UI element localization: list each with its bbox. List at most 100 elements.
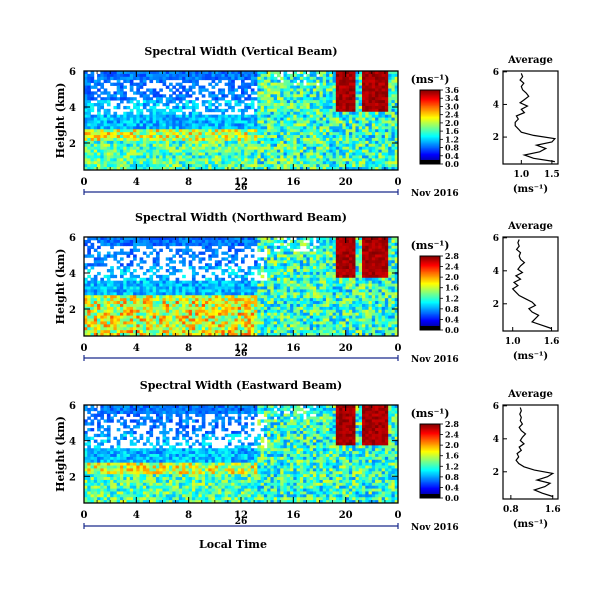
- heatmap-cell: [165, 315, 170, 319]
- heatmap-cell: [352, 73, 356, 78]
- heatmap-cell: [110, 269, 114, 273]
- heatmap-cell: [335, 123, 340, 127]
- heatmap-cell: [84, 324, 88, 328]
- heatmap-cell: [162, 129, 167, 133]
- heatmap-cell: [126, 135, 131, 139]
- heatmap-cell: [273, 143, 278, 148]
- heatmap-cell: [345, 132, 350, 136]
- heatmap-cell: [152, 137, 157, 142]
- heatmap-cell: [237, 242, 242, 247]
- heatmap-cell: [306, 167, 311, 171]
- heatmap-cell: [146, 283, 150, 287]
- heatmap-cell: [205, 298, 209, 302]
- heatmap-cell: [106, 161, 111, 165]
- heatmap-cell: [126, 315, 131, 319]
- heatmap-cell: [162, 71, 167, 75]
- heatmap-cell: [329, 123, 333, 127]
- heatmap-cell: [103, 333, 108, 337]
- heatmap-cell: [93, 146, 98, 151]
- heatmap-cell: [175, 103, 180, 107]
- colorbar-segment: [420, 118, 440, 120]
- heatmap-cell: [155, 292, 160, 296]
- heatmap-cell: [139, 164, 144, 168]
- heatmap-cell: [139, 123, 144, 127]
- heatmap-cell: [257, 76, 262, 81]
- heatmap-cell: [100, 260, 105, 264]
- heatmap-cell: [169, 257, 173, 261]
- heatmap-cell: [290, 108, 294, 113]
- heatmap-cell: [152, 167, 157, 171]
- heatmap-cell: [155, 309, 160, 314]
- heatmap-cell: [100, 242, 105, 247]
- heatmap-cell: [293, 330, 297, 334]
- heatmap-cell: [326, 158, 330, 162]
- heatmap-cell: [149, 91, 154, 95]
- heatmap-cell: [155, 149, 160, 153]
- heatmap-cell: [348, 73, 353, 78]
- heatmap-cell: [388, 103, 392, 107]
- heatmap-cell: [368, 73, 373, 78]
- heatmap-cell: [106, 321, 111, 325]
- heatmap-cell: [178, 82, 183, 86]
- heatmap-cell: [188, 289, 193, 293]
- heatmap-cell: [234, 254, 239, 258]
- heatmap-cell: [87, 245, 91, 250]
- heatmap-cell: [188, 330, 193, 334]
- heatmap-cell: [326, 161, 330, 165]
- heatmap-cell: [126, 330, 131, 334]
- heatmap-cell: [303, 94, 307, 98]
- heatmap-cell: [241, 280, 245, 284]
- heatmap-cell: [273, 71, 278, 75]
- heatmap-cell: [244, 152, 248, 156]
- heatmap-cell: [188, 149, 193, 153]
- heatmap-cell: [391, 155, 396, 159]
- heatmap-cell: [293, 71, 297, 75]
- heatmap-cell: [335, 120, 340, 124]
- heatmap-cell: [208, 143, 212, 148]
- heatmap-cell: [345, 108, 350, 113]
- heatmap-cell: [339, 146, 343, 151]
- heatmap-cell: [218, 146, 222, 151]
- heatmap-cell: [142, 146, 147, 151]
- heatmap-cell: [221, 135, 226, 139]
- heatmap-cell: [136, 88, 140, 92]
- heatmap-cell: [182, 111, 186, 116]
- heatmap-cell: [267, 303, 271, 308]
- heatmap-cell: [201, 140, 206, 145]
- heatmap-cell: [172, 269, 176, 273]
- heatmap-cell: [257, 126, 262, 130]
- heatmap-cell: [90, 149, 95, 153]
- heatmap-cell: [205, 123, 209, 127]
- heatmap-cell: [119, 295, 124, 299]
- heatmap-cell: [185, 103, 190, 107]
- heatmap-cell: [332, 132, 337, 136]
- heatmap-cell: [283, 239, 288, 244]
- heatmap-cell: [244, 140, 248, 145]
- heatmap-cell: [218, 88, 222, 92]
- heatmap-cell: [110, 292, 114, 296]
- heatmap-cell: [198, 283, 203, 287]
- heatmap-cell: [270, 111, 275, 116]
- heatmap-cell: [391, 132, 396, 136]
- heatmap-cell: [257, 111, 262, 116]
- heatmap-cell: [195, 152, 199, 156]
- heatmap-cell: [139, 126, 144, 130]
- heatmap-cell: [227, 167, 232, 171]
- heatmap-cell: [208, 277, 212, 282]
- heatmap-cell: [358, 100, 363, 104]
- heatmap-cell: [391, 94, 396, 98]
- heatmap-cell: [175, 123, 180, 127]
- heatmap-cell: [368, 111, 373, 116]
- heatmap-cell: [384, 114, 389, 118]
- heatmap-cell: [90, 298, 95, 302]
- heatmap-cell: [175, 298, 180, 302]
- heatmap-cell: [352, 137, 356, 142]
- heatmap-cell: [106, 73, 111, 78]
- heatmap-cell: [113, 301, 118, 305]
- heatmap-cell: [165, 146, 170, 151]
- heatmap-cell: [106, 254, 111, 258]
- heatmap-cell: [283, 315, 288, 319]
- heatmap-cell: [218, 126, 222, 130]
- heatmap-cell: [290, 266, 294, 270]
- heatmap-cell: [126, 324, 131, 328]
